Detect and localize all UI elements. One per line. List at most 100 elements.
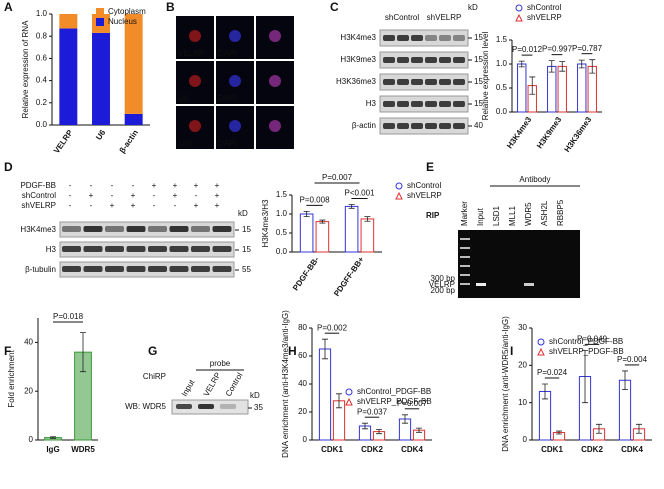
condition-sign: - — [69, 201, 72, 210]
cell-signal — [269, 120, 281, 132]
p-value: P<0.001 — [344, 189, 375, 198]
method-label: ChiRP — [143, 372, 166, 381]
condition-sign: - — [153, 191, 156, 200]
blot-band — [83, 246, 103, 252]
bar — [318, 348, 332, 441]
size-label: 200 bp — [431, 286, 456, 295]
bar — [557, 65, 567, 113]
lane-label: Control — [224, 371, 245, 398]
condition-sign: + — [173, 191, 178, 200]
blot-band — [105, 226, 124, 232]
blot-band — [383, 79, 395, 85]
y-tick-label: 0.0 — [36, 120, 48, 129]
p-value: P=0.049 — [577, 335, 608, 344]
error-bar — [582, 350, 588, 404]
p-value: P=0.004 — [617, 355, 648, 364]
blot-band — [453, 57, 465, 63]
group-label: Antibody — [519, 175, 550, 184]
error-bar — [559, 61, 566, 72]
kd-label: 15 — [474, 77, 483, 86]
y-tick-label: 0.8 — [36, 31, 48, 40]
error-bar — [402, 414, 408, 424]
y-tick-label: 40 — [24, 338, 33, 347]
y-tick-label: 0.5 — [496, 83, 508, 92]
condition-sign: - — [90, 201, 93, 210]
micrograph-label: DAPI — [218, 94, 237, 103]
error-bar — [336, 393, 342, 409]
blot-band — [169, 266, 189, 272]
gel — [458, 230, 580, 298]
x-tick-label: H3K9me3 — [535, 115, 564, 150]
bar-segment — [59, 28, 78, 125]
bar-segment — [124, 113, 143, 125]
method-label: RIP — [426, 211, 440, 220]
gel-band — [476, 283, 486, 286]
bar-segment — [92, 32, 110, 126]
blot-band — [397, 35, 409, 41]
y-tick-label: 20 — [518, 360, 527, 369]
lane-label: Input — [180, 377, 197, 398]
y-tick-label: 1.5 — [276, 190, 288, 199]
kd-label: 15 — [474, 99, 483, 108]
lane-label: LSD1 — [492, 205, 501, 226]
blot-band — [169, 226, 189, 232]
x-tick-label: H3K36me3 — [563, 115, 594, 154]
blot-band — [439, 79, 451, 85]
kd-label: 15 — [242, 245, 251, 254]
column-label: shControl — [385, 13, 419, 22]
condition-sign: - — [90, 181, 93, 190]
legend-marker — [537, 347, 545, 356]
kd-label: 15 — [242, 225, 251, 234]
blot-strip — [59, 221, 235, 238]
panel-letter: D — [4, 160, 13, 174]
blot-band — [62, 246, 81, 252]
x-tick-label: U6 — [94, 128, 108, 142]
x-tick-label: H3K4me3 — [505, 115, 534, 150]
panel-letter: I — [510, 344, 513, 358]
bar-segment — [59, 14, 78, 29]
micrograph-label: 18S — [178, 139, 192, 148]
blot-band — [397, 79, 409, 85]
legend-marker — [395, 191, 403, 200]
blot-band — [148, 226, 167, 232]
micrograph-label: U6 — [178, 94, 189, 103]
condition-label: shControl — [22, 191, 56, 200]
blot-band — [198, 404, 214, 409]
micrograph-label: DAPI — [218, 49, 237, 58]
p-value: P=0.037 — [357, 407, 388, 416]
x-tick-label: β-actin — [118, 128, 140, 155]
ladder-band — [460, 283, 470, 285]
y-axis-label: DNA enrichment (anti-H3K4me3/anti-IgG) — [281, 310, 290, 458]
y-tick-label: 10 — [518, 398, 527, 407]
y-tick-label: 1.0 — [276, 209, 288, 218]
panel-letter: H — [288, 344, 297, 358]
micrograph-label: VELRP — [178, 49, 204, 58]
ladder-band — [460, 265, 470, 267]
legend-label: shControl — [527, 3, 561, 12]
row-label: H3K4me3 — [20, 225, 56, 234]
blot-band — [411, 57, 423, 63]
blot-band — [397, 57, 409, 63]
cell-signal — [229, 30, 241, 42]
blot-band — [439, 123, 451, 129]
cell-signal — [269, 30, 281, 42]
y-tick-label: 40 — [298, 379, 307, 388]
y-axis-label: Fold enrichment — [7, 350, 16, 408]
blot-band — [425, 101, 437, 107]
y-tick-label: 1.5 — [496, 35, 508, 44]
gel-band — [524, 283, 534, 286]
blot-band — [411, 79, 423, 85]
lane-label: Input — [476, 207, 485, 226]
x-tick-label: CDK4 — [401, 445, 423, 454]
legend-marker — [345, 388, 353, 396]
blot-band — [425, 35, 437, 41]
kd-label: 35 — [254, 403, 263, 412]
blot-band — [105, 266, 124, 272]
blot-band — [176, 404, 192, 409]
blot-band — [411, 35, 423, 41]
row-label: H3K36me3 — [336, 77, 377, 86]
blot-band — [453, 35, 465, 41]
condition-sign: + — [131, 191, 136, 200]
error-bar — [303, 210, 310, 218]
p-value: P=0.997 — [542, 45, 573, 54]
